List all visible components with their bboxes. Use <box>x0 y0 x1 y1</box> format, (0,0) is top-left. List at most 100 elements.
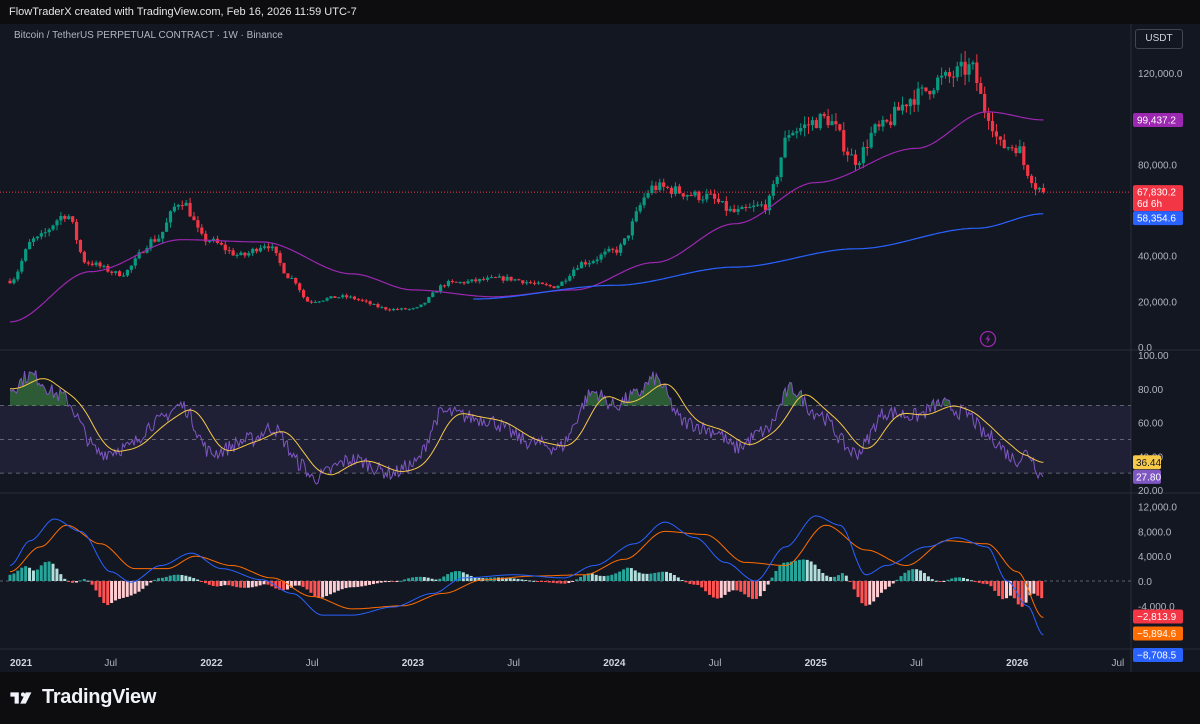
macd-histogram-bar <box>344 581 348 589</box>
candle-body <box>485 277 490 280</box>
macd-histogram-bar <box>411 577 415 581</box>
macd-histogram-group <box>8 559 1044 607</box>
time-axis-tick: Jul <box>709 658 722 669</box>
candle-body <box>356 299 360 301</box>
candle-body <box>493 277 497 279</box>
candle-body <box>90 263 94 265</box>
candle-body <box>67 216 71 219</box>
candle-body <box>200 227 204 234</box>
macd-histogram-bar <box>739 581 743 592</box>
candle-body <box>317 301 321 303</box>
candle-body <box>372 303 376 305</box>
macd-histogram-bar <box>887 581 891 587</box>
macd-histogram-bar <box>414 576 418 581</box>
candle-body <box>634 211 638 222</box>
macd-histogram-bar <box>879 581 883 593</box>
candle-body <box>274 246 278 254</box>
candle-body <box>121 275 126 277</box>
candle-body <box>35 236 40 239</box>
macd-histogram-bar <box>520 579 524 581</box>
macd-histogram-bar <box>586 573 590 581</box>
macd-histogram-bar <box>407 578 411 581</box>
candle-body <box>1041 187 1045 193</box>
candle-body <box>278 253 282 264</box>
candle-body <box>446 281 451 286</box>
candle-body <box>1018 146 1022 154</box>
candle-body <box>1010 147 1014 149</box>
macd-histogram-bar <box>137 581 141 592</box>
macd-histogram-bar <box>94 581 98 591</box>
macd-histogram-bar <box>629 568 633 581</box>
candle-body <box>658 182 662 190</box>
macd-histogram-bar <box>829 576 833 581</box>
candle-body <box>783 137 787 158</box>
candle-body <box>298 283 302 291</box>
macd-histogram-bar <box>665 571 669 581</box>
macd-histogram-bar <box>571 581 575 582</box>
candle-body <box>579 262 584 269</box>
candle-body <box>638 205 642 212</box>
candle-body <box>865 147 869 149</box>
candle-body <box>141 252 145 254</box>
candle-body <box>650 185 654 194</box>
candle-body <box>615 249 619 253</box>
candle-body <box>286 273 290 279</box>
macd-histogram-bar <box>20 567 24 581</box>
macd-histogram-bar <box>391 581 395 582</box>
footer: TradingView <box>0 672 1200 724</box>
candle-body <box>838 124 842 131</box>
macd-histogram-bar <box>625 567 629 581</box>
macd-histogram-bar <box>356 581 360 587</box>
candle-body <box>431 292 435 298</box>
macd-histogram-bar <box>891 581 895 584</box>
macd-histogram-bar <box>28 567 32 581</box>
candle-body <box>622 238 627 245</box>
macd-histogram-bar <box>727 581 731 592</box>
candle-body <box>208 241 212 243</box>
candle-body <box>705 193 709 200</box>
macd-histogram-bar <box>653 572 657 581</box>
macd-histogram-bar <box>1005 581 1009 599</box>
candle-body <box>889 121 893 126</box>
candle-body <box>172 206 177 212</box>
macd-signal-value-tag: −5,894.6 <box>1137 629 1177 640</box>
candle-body <box>251 248 255 254</box>
macd-histogram-bar <box>965 578 969 581</box>
macd-histogram-bar <box>747 581 751 598</box>
chart-canvas[interactable]: 120,000.0 80,000.0 40,000.0 20,000.0 0.0 99,4… <box>0 24 1200 672</box>
ma-purple-value-tag: 99,437.2 <box>1137 115 1176 126</box>
candle-body <box>896 106 901 111</box>
ma-purple-value-tag-bg <box>1133 112 1183 127</box>
macd-histogram-bar <box>47 561 51 581</box>
macd-histogram-bar <box>371 581 375 585</box>
currency-button[interactable]: USDT <box>1135 29 1183 49</box>
macd-histogram-bar <box>598 575 602 581</box>
candle-body <box>799 128 803 132</box>
macd-histogram-bar <box>114 581 118 601</box>
candle-body <box>521 280 525 284</box>
macd-histogram-bar <box>614 573 618 581</box>
rsi-axis-tick: 100.00 <box>1138 351 1169 362</box>
candle-body <box>904 104 908 107</box>
candle-body <box>364 300 368 302</box>
macd-histogram-bar <box>668 573 672 581</box>
candle-body <box>513 279 517 281</box>
candle-body <box>548 284 552 287</box>
candle-body <box>497 276 501 278</box>
macd-histogram-bar <box>340 581 344 590</box>
candle-body <box>47 229 51 233</box>
ma-blue-value-tag-bg <box>1133 211 1183 226</box>
symbol-title: Bitcoin / TetherUS PERPETUAL CONTRACT · … <box>14 30 283 41</box>
chart-area[interactable]: 120,000.0 80,000.0 40,000.0 20,000.0 0.0 99,4… <box>0 24 1200 672</box>
macd-histogram-bar <box>12 573 16 581</box>
price-axis-tick: 40,000.0 <box>1138 252 1177 263</box>
macd-histogram-bar <box>754 581 758 599</box>
price-axis-tick: 20,000.0 <box>1138 297 1177 308</box>
candle-body <box>583 262 588 265</box>
macd-histogram-bar <box>903 572 907 581</box>
candle-body <box>575 268 580 270</box>
candle-body <box>716 198 721 203</box>
macd-histogram-bar <box>899 576 903 581</box>
macd-histogram-bar <box>551 581 555 583</box>
candle-body <box>849 154 854 156</box>
